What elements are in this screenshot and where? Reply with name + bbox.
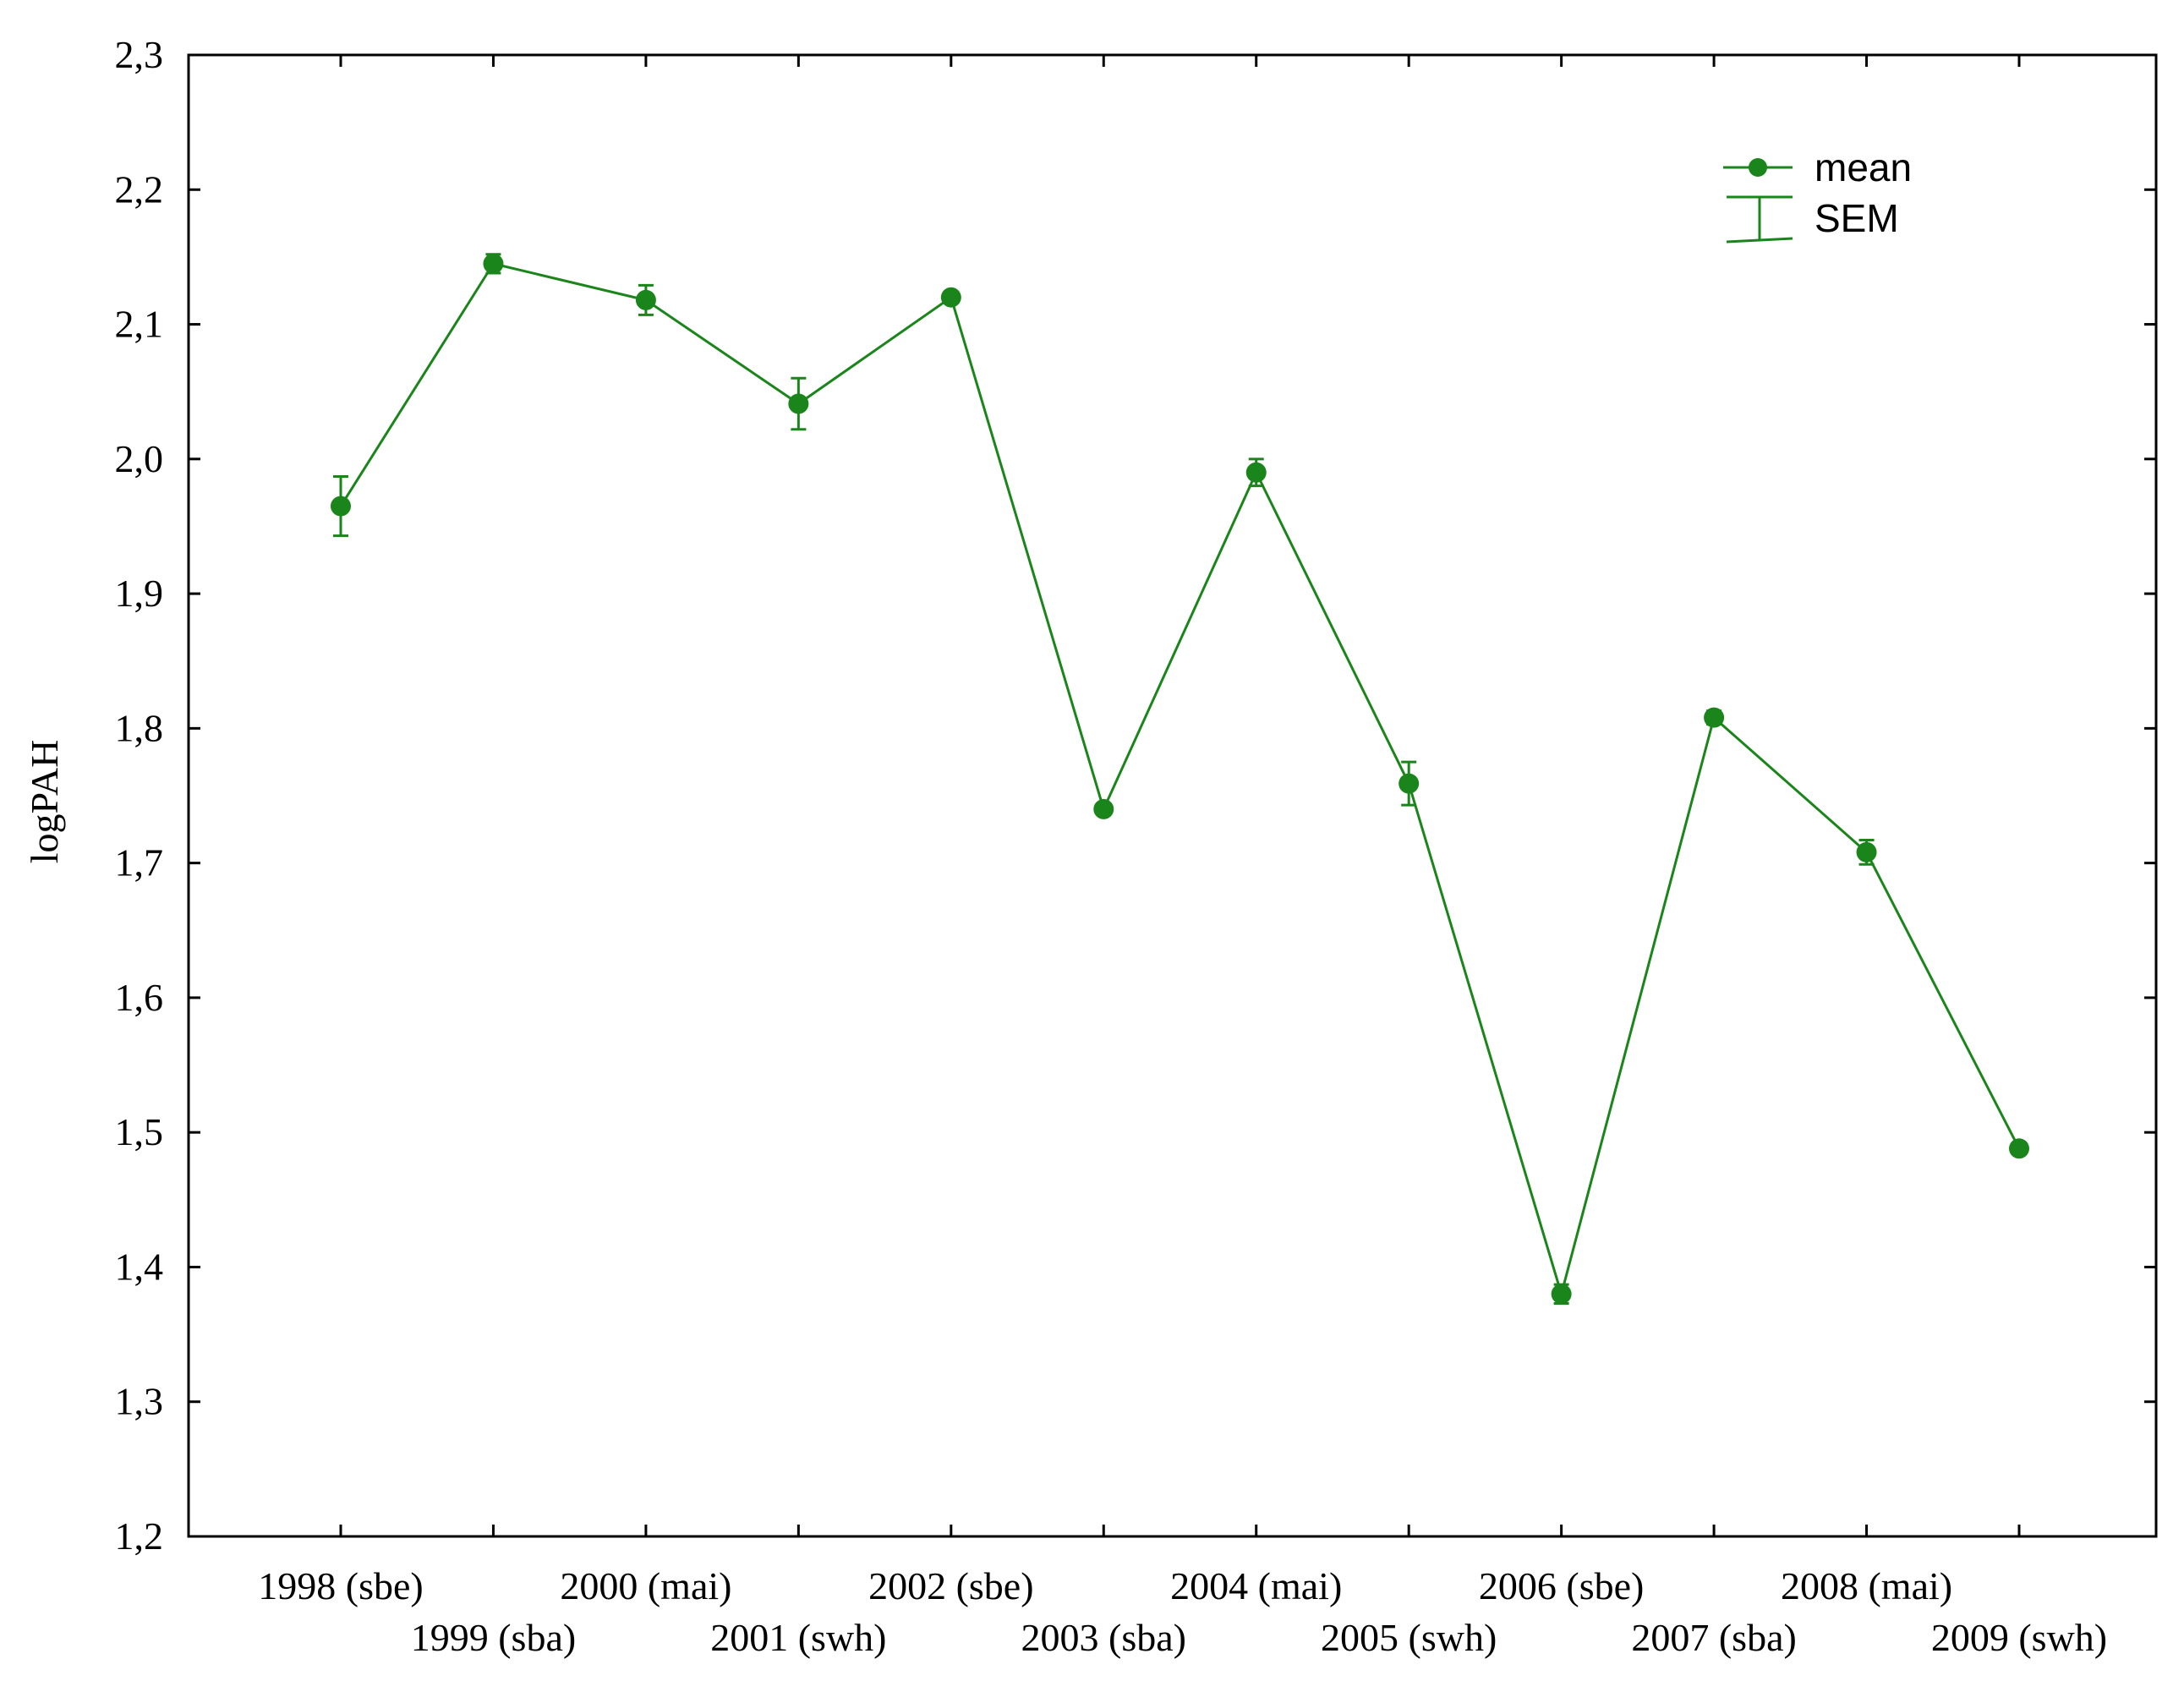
x-tick-label: 2001 (swh) [710, 1616, 886, 1659]
legend-sem-label: SEM [1815, 196, 1899, 240]
legend-mean-label: mean [1815, 145, 1912, 189]
x-tick-label: 2000 (mai) [560, 1564, 731, 1607]
y-tick-label: 1,3 [115, 1380, 164, 1423]
y-tick-label: 2,3 [115, 33, 164, 76]
y-tick-label: 1,5 [115, 1110, 164, 1153]
x-tick-label: 1999 (sba) [411, 1616, 576, 1659]
data-point [1245, 462, 1267, 483]
series-layer [331, 253, 2029, 1305]
x-tick-label: 2003 (sba) [1021, 1616, 1186, 1659]
y-tick-label: 2,0 [115, 437, 164, 480]
y-tick-label: 1,4 [115, 1245, 164, 1288]
x-tick-label: 1998 (sbe) [258, 1564, 423, 1607]
data-point [1399, 773, 1420, 794]
y-tick-label: 1,7 [115, 841, 164, 884]
x-tick-label: 2002 (sbe) [868, 1564, 1033, 1607]
data-point [635, 289, 656, 310]
data-point [2009, 1138, 2029, 1159]
y-tick-label: 1,9 [115, 572, 164, 615]
data-point [1093, 798, 1114, 819]
data-point [483, 253, 504, 274]
y-tick-label: 1,2 [115, 1514, 164, 1558]
data-point [788, 393, 809, 414]
data-point [1704, 707, 1725, 728]
x-tick-label: 2004 (mai) [1170, 1564, 1342, 1607]
y-axis-ticks: 1,2 1,3 1,4 1,5 1,6 1,7 1,8 1,9 2,0 2,1 2,2 2,3 [115, 33, 2156, 1558]
x-tick-label: 2009 (swh) [1931, 1616, 2107, 1659]
x-axis-ticks: 1998 (sbe) 1999 (sba) 2000 (mai) 2001 (swh)… [258, 55, 2107, 1659]
y-tick-label: 2,1 [115, 303, 164, 346]
series-line-mean [339, 262, 2021, 1295]
x-tick-label: 2008 (mai) [1781, 1564, 1952, 1607]
data-point [1551, 1284, 1572, 1305]
legend-sem-bottom-cap [1726, 237, 1793, 244]
data-point [940, 287, 961, 308]
y-tick-label: 1,6 [115, 976, 164, 1019]
plot-area [187, 53, 2158, 1538]
y-axis-title: logPAH [23, 740, 66, 864]
data-point [331, 496, 351, 517]
legend: mean SEM [1723, 145, 1912, 244]
legend-mean-marker [1749, 158, 1767, 177]
data-point [1856, 841, 1877, 862]
y-tick-label: 1,8 [115, 706, 164, 749]
x-tick-label: 2007 (sba) [1631, 1616, 1796, 1659]
x-tick-label: 2006 (sbe) [1479, 1564, 1644, 1607]
x-tick-label: 2005 (swh) [1321, 1616, 1497, 1659]
y-tick-label: 2,2 [115, 167, 164, 211]
